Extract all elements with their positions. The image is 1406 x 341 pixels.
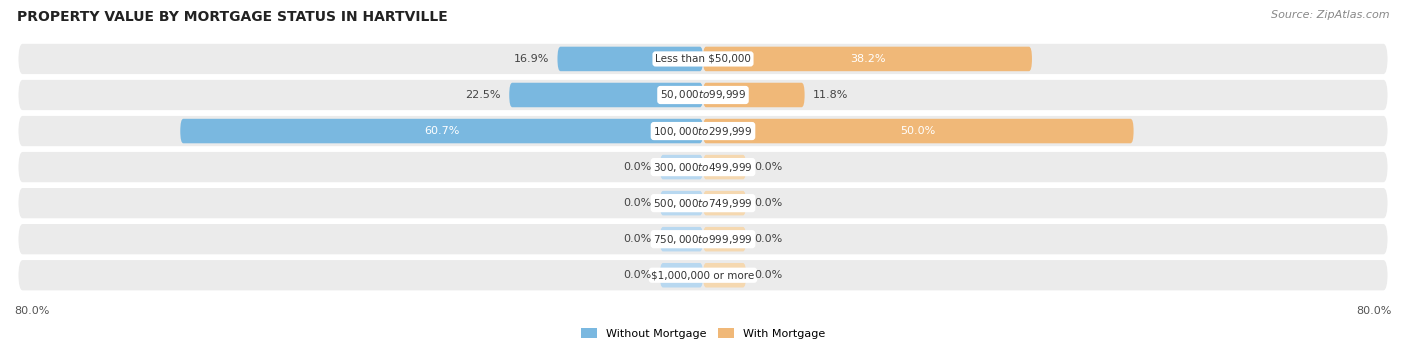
FancyBboxPatch shape bbox=[659, 191, 703, 216]
Text: $500,000 to $749,999: $500,000 to $749,999 bbox=[654, 197, 752, 210]
FancyBboxPatch shape bbox=[18, 80, 1388, 110]
Text: $1,000,000 or more: $1,000,000 or more bbox=[651, 270, 755, 280]
Text: PROPERTY VALUE BY MORTGAGE STATUS IN HARTVILLE: PROPERTY VALUE BY MORTGAGE STATUS IN HAR… bbox=[17, 10, 447, 24]
Text: 0.0%: 0.0% bbox=[623, 162, 651, 172]
FancyBboxPatch shape bbox=[18, 188, 1388, 218]
Text: 0.0%: 0.0% bbox=[755, 270, 783, 280]
Text: 80.0%: 80.0% bbox=[14, 306, 49, 316]
FancyBboxPatch shape bbox=[18, 260, 1388, 291]
FancyBboxPatch shape bbox=[659, 263, 703, 287]
Text: 0.0%: 0.0% bbox=[623, 198, 651, 208]
FancyBboxPatch shape bbox=[557, 47, 703, 71]
FancyBboxPatch shape bbox=[703, 47, 1032, 71]
Text: 80.0%: 80.0% bbox=[1357, 306, 1392, 316]
FancyBboxPatch shape bbox=[509, 83, 703, 107]
Text: $50,000 to $99,999: $50,000 to $99,999 bbox=[659, 89, 747, 102]
Text: Less than $50,000: Less than $50,000 bbox=[655, 54, 751, 64]
Text: Source: ZipAtlas.com: Source: ZipAtlas.com bbox=[1271, 10, 1389, 20]
Text: 16.9%: 16.9% bbox=[513, 54, 548, 64]
FancyBboxPatch shape bbox=[703, 263, 747, 287]
FancyBboxPatch shape bbox=[18, 116, 1388, 146]
FancyBboxPatch shape bbox=[703, 119, 1133, 143]
Text: 0.0%: 0.0% bbox=[755, 234, 783, 244]
FancyBboxPatch shape bbox=[18, 224, 1388, 254]
Text: $300,000 to $499,999: $300,000 to $499,999 bbox=[654, 161, 752, 174]
Text: $100,000 to $299,999: $100,000 to $299,999 bbox=[654, 124, 752, 137]
Text: $750,000 to $999,999: $750,000 to $999,999 bbox=[654, 233, 752, 246]
Text: 11.8%: 11.8% bbox=[813, 90, 849, 100]
Text: 0.0%: 0.0% bbox=[623, 234, 651, 244]
Legend: Without Mortgage, With Mortgage: Without Mortgage, With Mortgage bbox=[576, 324, 830, 341]
Text: 50.0%: 50.0% bbox=[901, 126, 936, 136]
FancyBboxPatch shape bbox=[659, 227, 703, 251]
FancyBboxPatch shape bbox=[659, 155, 703, 179]
Text: 0.0%: 0.0% bbox=[755, 162, 783, 172]
FancyBboxPatch shape bbox=[703, 191, 747, 216]
Text: 0.0%: 0.0% bbox=[623, 270, 651, 280]
FancyBboxPatch shape bbox=[703, 83, 804, 107]
FancyBboxPatch shape bbox=[180, 119, 703, 143]
Text: 38.2%: 38.2% bbox=[849, 54, 886, 64]
FancyBboxPatch shape bbox=[703, 227, 747, 251]
FancyBboxPatch shape bbox=[18, 152, 1388, 182]
FancyBboxPatch shape bbox=[18, 44, 1388, 74]
Text: 0.0%: 0.0% bbox=[755, 198, 783, 208]
FancyBboxPatch shape bbox=[703, 155, 747, 179]
Text: 22.5%: 22.5% bbox=[465, 90, 501, 100]
Text: 60.7%: 60.7% bbox=[425, 126, 460, 136]
